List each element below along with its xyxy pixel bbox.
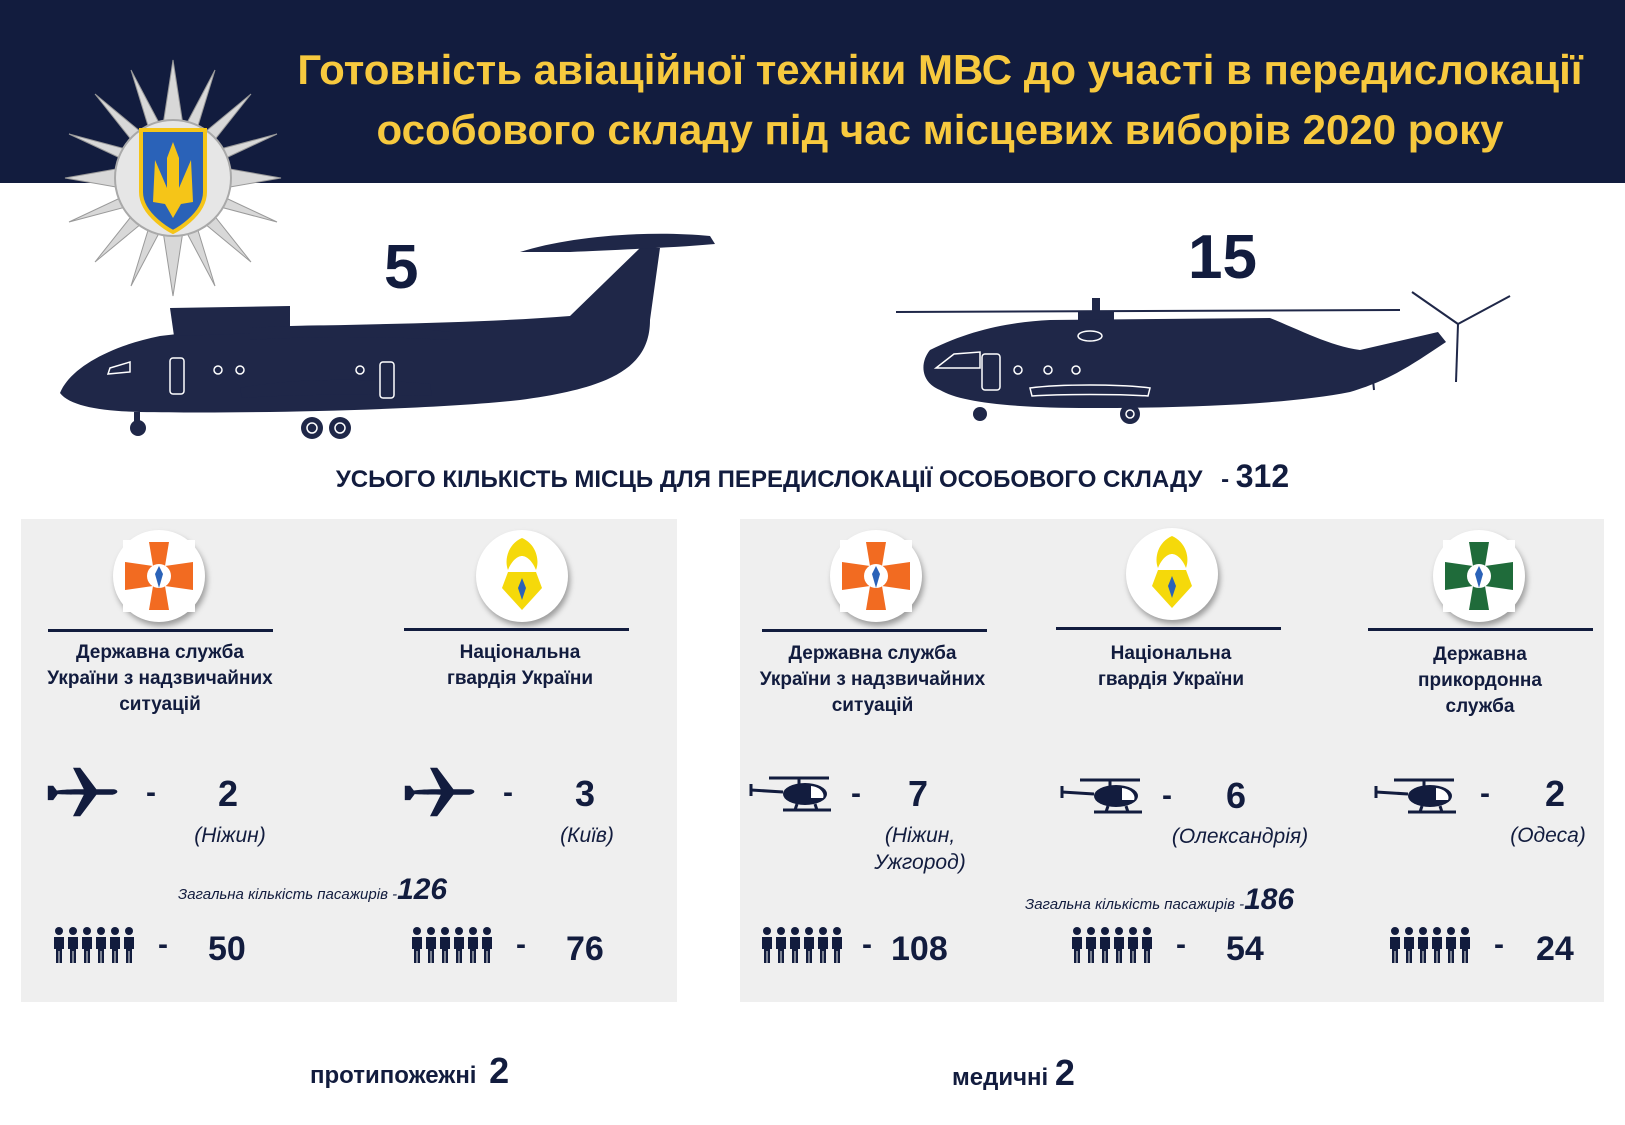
base-city: (Ніжин) [194,824,266,847]
ministry-star-emblem-icon [62,56,284,300]
aircraft-count: 6 [1226,775,1247,816]
base-city: (Ніжин, Ужгород) [840,822,1000,876]
total-seats-label: УСЬОГО КІЛЬКІСТЬ МІСЦЬ ДЛЯ ПЕРЕДИСЛОКАЦІ… [335,466,1203,493]
total-seats-dash: - [1221,466,1230,493]
dash: - [158,928,168,961]
total-seats-value: 312 [1235,458,1290,494]
base-city-line: (Ніжин, [884,824,956,847]
dash: - [1480,777,1490,810]
helicopter-icon [749,774,833,814]
title-line-2: особового складу під час місцевих виборі… [376,106,1504,153]
helicopters-count: 15 [1188,223,1257,292]
org-name-dpsu: Державна прикордонна служба [1360,642,1600,720]
dash: - [1162,779,1172,812]
plane-icon [46,763,118,821]
passengers-value: 186 [1244,883,1295,916]
org-name-ngu: Національна гвардія України [390,640,650,692]
medical-aircraft: медичні 2 [952,1052,1075,1094]
passengers-label: Загальна кількість пасажирів - [1025,896,1245,913]
base-city: (Одеса) [1510,824,1586,847]
divider [1368,628,1593,631]
org-line: Державна служба [76,642,244,663]
people-count: 54 [1226,930,1264,968]
org-line: України з надзвичайних [47,668,273,689]
divider [762,629,987,632]
firefighting-aircraft: протипожежні 2 [310,1050,509,1092]
passengers-total-right: Загальна кількість пасажирів -186 [1025,883,1294,917]
dash: - [851,777,861,810]
aircraft-count: 3 [575,773,596,814]
divider [1056,627,1281,630]
org-line: Державна служба [788,643,957,664]
dash: - [146,776,156,809]
people-count: 108 [891,930,948,968]
ngu-emblem-icon [1126,528,1218,620]
plane-icon [403,763,475,821]
firefighting-label: протипожежні [310,1062,477,1089]
people-count: 50 [208,930,246,968]
dash: - [503,776,513,809]
aircraft-count: 7 [908,773,929,814]
title-line-1: Готовність авіаційної техніки МВС до уча… [297,46,1583,93]
base-city: (Олександрія) [1171,825,1309,848]
ngu-emblem-icon [476,530,568,622]
helicopter-icon [1060,776,1144,816]
dsns-emblem-icon [113,530,205,622]
aircraft-count: 2 [218,773,239,814]
people-count: 76 [566,930,604,968]
org-line: ситуацій [831,695,914,716]
dash: - [516,928,526,961]
divider [404,628,629,631]
medical-value: 2 [1054,1052,1075,1093]
people-icon [1388,926,1472,966]
total-seats-line: УСЬОГО КІЛЬКІСТЬ МІСЦЬ ДЛЯ ПЕРЕДИСЛОКАЦІ… [0,458,1625,495]
org-line: прикордонна [1418,670,1542,691]
dash: - [1176,928,1186,961]
passengers-value: 126 [397,873,448,906]
org-line: гвардія України [1097,669,1245,690]
header-banner [0,0,1625,183]
people-icon [760,926,844,966]
people-icon [1070,926,1154,966]
passengers-label: Загальна кількість пасажирів - [178,886,398,903]
org-line: Національна [1110,643,1232,664]
dash: - [1494,928,1504,961]
base-city: (Київ) [560,824,614,847]
org-line: служба [1445,696,1515,717]
divider [48,629,273,632]
org-name-dsns: Державна служба України з надзвичайних с… [30,640,290,718]
base-city-line: Ужгород) [874,851,966,874]
page-title: Готовність авіаційної техніки МВС до уча… [255,40,1625,160]
helicopter-silhouette-icon [890,290,1530,440]
dsns-emblem-icon [830,530,922,622]
airplane-silhouette-icon [50,228,730,448]
people-count: 24 [1536,930,1574,968]
aircraft-count: 2 [1545,773,1566,814]
org-line: ситуацій [119,694,201,715]
medical-label: медичні [952,1064,1049,1091]
helicopter-icon [1374,776,1458,816]
people-icon [52,926,136,966]
org-name-ngu: Національна гвардія України [1046,641,1296,693]
org-line: України з надзвичайних [759,669,986,690]
org-line: гвардія України [446,668,594,689]
org-name-dsns: Державна служба України з надзвичайних с… [745,641,1000,719]
dpsu-emblem-icon [1433,530,1525,622]
org-line: Державна [1433,644,1527,665]
org-line: Національна [459,642,581,663]
airplanes-count: 5 [384,233,419,302]
people-icon [410,926,494,966]
passengers-total-left: Загальна кількість пасажирів -126 [178,873,447,907]
firefighting-value: 2 [489,1050,510,1091]
dash: - [862,928,872,961]
